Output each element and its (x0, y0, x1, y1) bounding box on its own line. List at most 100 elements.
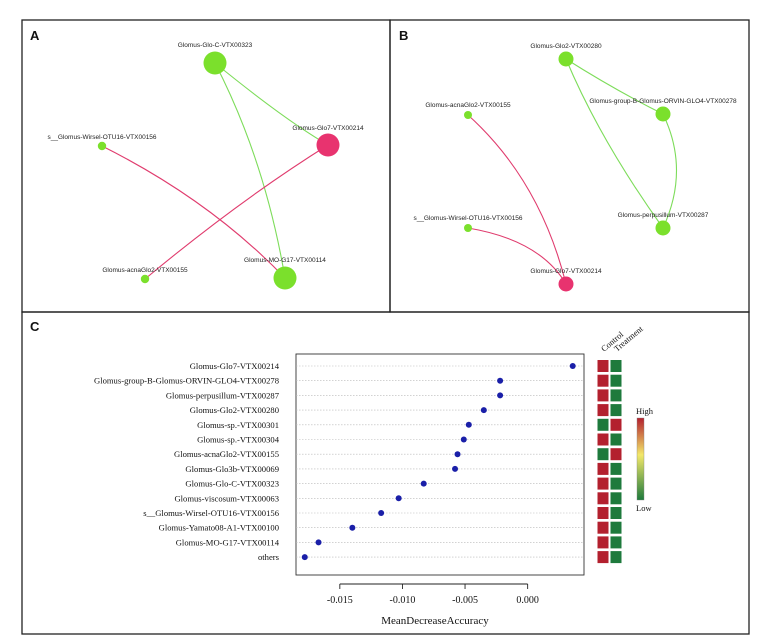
category-label: Glomus-sp.-VTX00301 (197, 420, 279, 430)
heatmap-cell (609, 388, 623, 403)
heatmap-cell (609, 403, 623, 418)
data-point (497, 377, 504, 384)
node-a-glo7 (316, 133, 340, 157)
plot-area (295, 353, 585, 576)
edge-b-glo2-perp (565, 58, 664, 229)
heatmap-cell (596, 432, 610, 447)
heatmap-cell (609, 359, 623, 373)
edge-a-wirsel-mo (101, 145, 286, 279)
gridlines (296, 365, 584, 558)
heatmap-cell (609, 432, 623, 447)
data-point (301, 554, 308, 561)
heatmap-cell (596, 476, 610, 491)
data-point (378, 510, 385, 516)
network-a: Glomus-Glo-C-VTX00323 s__Glomus-Wirsel-O… (47, 42, 364, 290)
heatmap-cell (596, 461, 610, 476)
heatmap-cell (609, 373, 623, 388)
node-label-a-glo7: Glomus-Glo7-VTX00214 (292, 125, 364, 132)
data-point (315, 539, 322, 546)
data-point (569, 363, 576, 369)
edge-b-acna-glo7 (467, 114, 567, 285)
edge-a-acna-glo7 (144, 144, 329, 280)
heatmap-cell (596, 550, 610, 565)
heatmap-cell (609, 520, 623, 535)
edge-b-wirsel-glo7 (467, 227, 567, 285)
panel-c-frame (21, 311, 750, 635)
node-label-a-wirsel: s__Glomus-Wirsel-OTU16-VTX00156 (47, 134, 156, 141)
node-a-mo (273, 266, 297, 290)
edge-a-glo_c-glo7 (214, 62, 329, 146)
category-label: Glomus-acnaGlo2-VTX00155 (174, 449, 279, 459)
category-label: Glomus-MO-G17-VTX00114 (176, 537, 280, 547)
node-b-glo7 (558, 276, 574, 292)
importance-chart: Glomus-Glo7-VTX00214 Glomus-group-B-Glomu… (94, 353, 585, 627)
heatmap-cell (609, 476, 623, 491)
category-label: Glomus-group-B-Glomus-ORVIN-GLO4-VTX0027… (94, 376, 279, 386)
data-point (460, 436, 467, 443)
color-legend: High Low (636, 406, 654, 513)
category-label: Glomus-sp.-VTX00304 (197, 435, 280, 445)
data-point (454, 451, 461, 458)
data-point (349, 524, 356, 531)
node-b-perp (655, 220, 671, 236)
heatmap-cell (596, 520, 610, 535)
x-tick-label: -0.010 (390, 595, 416, 606)
node-label-a-glo_c: Glomus-Glo-C-VTX00323 (178, 42, 253, 49)
heatmap-cell (596, 403, 610, 418)
panel-c-letter: C (30, 319, 40, 334)
category-label: Glomus-Yamato08-A1-VTX00100 (159, 523, 279, 533)
node-label-b-perp: Glomus-perpusillum-VTX00287 (618, 212, 709, 219)
node-label-a-mo: Glomus-MO-G17-VTX00114 (244, 257, 326, 264)
heatmap-cell (596, 359, 610, 373)
node-b-acna (464, 111, 472, 119)
node-b-glo2 (558, 51, 574, 67)
heatmap-cell (596, 535, 610, 550)
node-label-b-wirsel: s__Glomus-Wirsel-OTU16-VTX00156 (413, 215, 522, 222)
x-axis: -0.015 -0.010 -0.005 0.000 (327, 583, 539, 606)
category-label: s__Glomus-Wirsel-OTU16-VTX00156 (143, 508, 279, 518)
edge-a-glo_c-mo (214, 62, 286, 279)
legend-gradient (636, 417, 645, 501)
node-label-b-glo7: Glomus-Glo7-VTX00214 (530, 268, 602, 275)
heatmap-cell (596, 417, 610, 432)
x-axis-label: MeanDecreaseAccuracy (381, 615, 489, 627)
heatmap-cell (609, 550, 623, 565)
node-b-orvin (655, 106, 671, 122)
heatmap-cell (609, 506, 623, 520)
heatmap-cell (609, 535, 623, 550)
heatmap-cell (596, 506, 610, 520)
category-label: Glomus-Glo2-VTX00280 (190, 405, 279, 415)
category-label: others (258, 552, 280, 562)
data-point (480, 407, 487, 414)
node-label-b-orvin: Glomus-group-B-Glomus-ORVIN-GLO4-VTX0027… (589, 98, 737, 105)
category-label: Glomus-Glo-C-VTX00323 (185, 479, 279, 489)
edge-b-glo2-orvin (565, 58, 664, 115)
heatmap-cell (596, 491, 610, 506)
node-label-b-glo2: Glomus-Glo2-VTX00280 (530, 43, 602, 50)
heatmap-cell (596, 447, 610, 462)
panel-a-letter: A (30, 28, 40, 43)
network-b: Glomus-Glo2-VTX00280 Glomus-acnaGlo2-VTX… (413, 43, 737, 292)
legend-low: Low (636, 503, 652, 513)
node-label-a-acna: Glomus-acnaGlo2-VTX00155 (102, 267, 188, 274)
heatmap-cell (609, 491, 623, 506)
node-a-glo_c (203, 51, 227, 75)
data-point (452, 465, 459, 472)
y-tick-labels: Glomus-Glo7-VTX00214 Glomus-group-B-Glomu… (94, 361, 280, 562)
x-tick-label: 0.000 (516, 595, 539, 606)
node-a-acna (140, 274, 150, 284)
data-point (497, 392, 504, 399)
heatmap-cell (609, 417, 623, 432)
node-label-b-acna: Glomus-acnaGlo2-VTX00155 (425, 102, 511, 109)
edge-b-orvin-perp (662, 113, 678, 229)
data-points (301, 363, 576, 561)
heatmap-cell (596, 388, 610, 403)
data-point (420, 480, 427, 487)
panel-b-letter: B (399, 28, 408, 43)
data-point (465, 421, 472, 428)
category-label: Glomus-viscosum-VTX00063 (174, 493, 279, 503)
heatmap-cells (596, 359, 623, 565)
node-a-wirsel (97, 141, 107, 151)
category-label: Glomus-Glo3b-VTX00069 (185, 464, 279, 474)
